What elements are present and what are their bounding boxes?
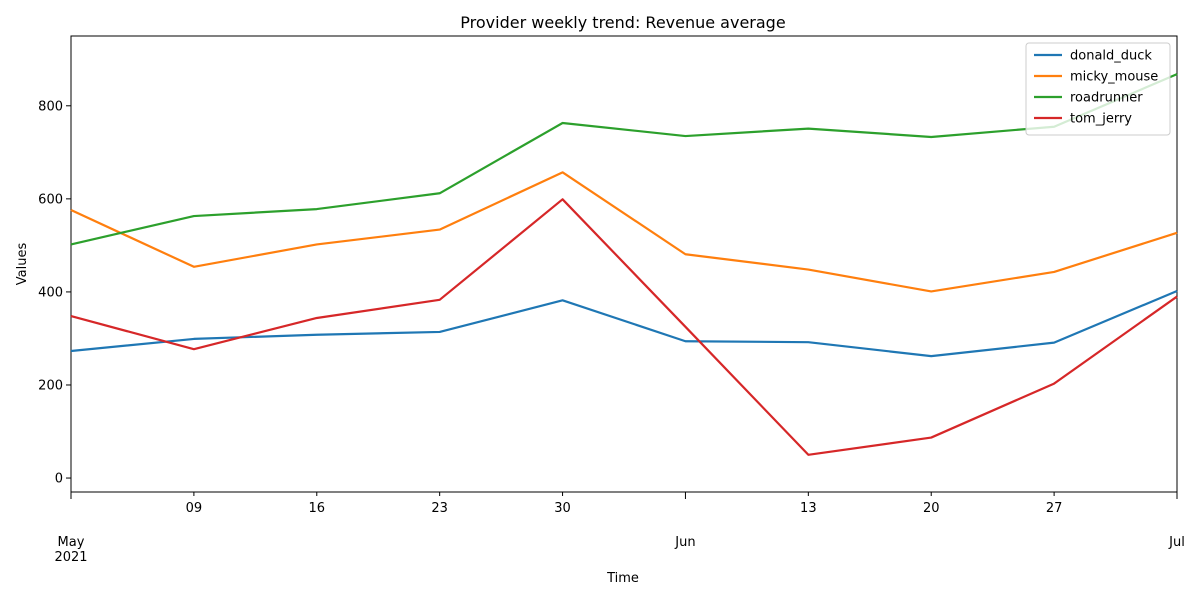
x-tick-label: 27: [1046, 501, 1063, 516]
y-tick-label: 0: [55, 472, 63, 487]
series-line-micky-mouse: [70, 171, 1178, 293]
y-tick-label: 600: [38, 192, 63, 207]
series-line-roadrunner: [70, 73, 1178, 246]
x-tick-label: 13: [800, 501, 817, 516]
x-tick-label: 09: [186, 501, 203, 516]
legend: donald_duck micky_mouse roadrunner tom_jerr…: [1025, 42, 1171, 136]
plot-area: [70, 35, 1178, 493]
x-axis-label: Time: [606, 571, 639, 586]
y-tick-label: 400: [38, 285, 63, 300]
chart-title: Provider weekly trend: Revenue average: [460, 13, 785, 32]
series-line-donald-duck: [70, 289, 1178, 358]
x-tick-label: May: [58, 535, 85, 550]
y-tick-label: 200: [38, 378, 63, 393]
x-tick-label: 16: [309, 501, 326, 516]
series-line-tom-jerry: [70, 198, 1178, 456]
series-group: [70, 73, 1178, 456]
x-tick-label: 23: [431, 501, 448, 516]
x-tick-sublabel: 2021: [54, 550, 87, 565]
y-tick-label: 800: [38, 99, 63, 114]
legend-box: [1025, 42, 1171, 136]
legend-label: tom_jerry: [1070, 112, 1132, 127]
legend-label: micky_mouse: [1070, 70, 1158, 85]
x-tick-label: Jun: [674, 535, 695, 550]
legend-label: donald_duck: [1070, 49, 1152, 64]
legend-label: roadrunner: [1070, 91, 1143, 106]
x-tick-label: 30: [554, 501, 571, 516]
x-tick-label: 20: [923, 501, 940, 516]
y-axis-label: Values: [15, 243, 30, 286]
x-tick-label: Jul: [1168, 535, 1185, 550]
y-axis: 0 200 400 600 800: [38, 99, 71, 487]
plot-frame: [70, 35, 1178, 493]
